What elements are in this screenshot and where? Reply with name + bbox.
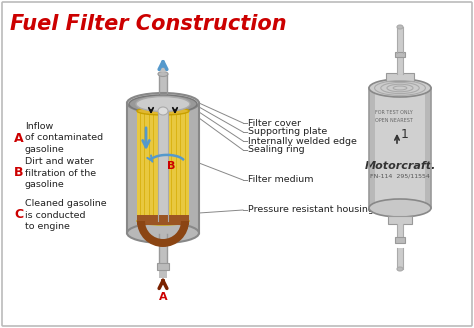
Bar: [159, 234, 167, 264]
Ellipse shape: [158, 107, 168, 115]
Bar: [425, 88, 431, 208]
Ellipse shape: [369, 199, 431, 217]
Wedge shape: [137, 221, 189, 247]
Ellipse shape: [369, 79, 431, 97]
Bar: [159, 74, 167, 102]
Bar: [395, 52, 405, 57]
Bar: [397, 27, 403, 53]
Text: Fuel Filter Construction: Fuel Filter Construction: [10, 14, 287, 34]
Bar: [397, 56, 404, 74]
Text: Dirt and water
filtration of the
gasoline: Dirt and water filtration of the gasolin…: [25, 157, 96, 189]
Text: FN-114  295/11554: FN-114 295/11554: [370, 174, 430, 178]
Ellipse shape: [136, 96, 190, 112]
Text: Pressure resistant housing: Pressure resistant housing: [248, 206, 374, 215]
Text: Supporting plate: Supporting plate: [248, 128, 327, 136]
Bar: [386, 73, 414, 81]
Bar: [127, 103, 199, 233]
Text: FOR TEST ONLY: FOR TEST ONLY: [375, 111, 413, 115]
Ellipse shape: [397, 267, 403, 271]
Text: 1: 1: [401, 128, 409, 141]
Bar: [158, 111, 168, 221]
Bar: [160, 67, 166, 72]
Bar: [137, 215, 189, 225]
Text: C: C: [14, 209, 23, 221]
Text: Inflow
of contaminated
gasoline: Inflow of contaminated gasoline: [25, 122, 103, 154]
Ellipse shape: [127, 93, 199, 113]
Ellipse shape: [397, 25, 403, 29]
Text: A: A: [159, 292, 167, 302]
Ellipse shape: [127, 223, 199, 243]
Ellipse shape: [129, 95, 197, 113]
Text: Cleaned gasoline
is conducted
to engine: Cleaned gasoline is conducted to engine: [25, 199, 107, 231]
Text: Internally welded edge: Internally welded edge: [248, 136, 357, 146]
Bar: [388, 216, 412, 224]
Text: OPEN NEAREST: OPEN NEAREST: [375, 117, 413, 122]
Text: Filter cover: Filter cover: [248, 118, 301, 128]
Bar: [369, 88, 431, 208]
Text: A: A: [14, 132, 24, 145]
FancyBboxPatch shape: [2, 2, 472, 326]
Bar: [157, 263, 169, 270]
Bar: [397, 223, 404, 237]
Bar: [397, 248, 403, 269]
Bar: [369, 88, 375, 208]
Ellipse shape: [158, 72, 168, 76]
Ellipse shape: [137, 107, 189, 115]
Bar: [395, 237, 405, 243]
Bar: [159, 269, 167, 278]
Text: B: B: [14, 167, 24, 179]
Text: B: B: [167, 161, 175, 171]
Bar: [137, 111, 189, 221]
Ellipse shape: [137, 217, 189, 225]
Text: Motorcraft.: Motorcraft.: [365, 161, 436, 171]
Text: Filter medium: Filter medium: [248, 175, 313, 184]
Text: Sealing ring: Sealing ring: [248, 146, 305, 154]
